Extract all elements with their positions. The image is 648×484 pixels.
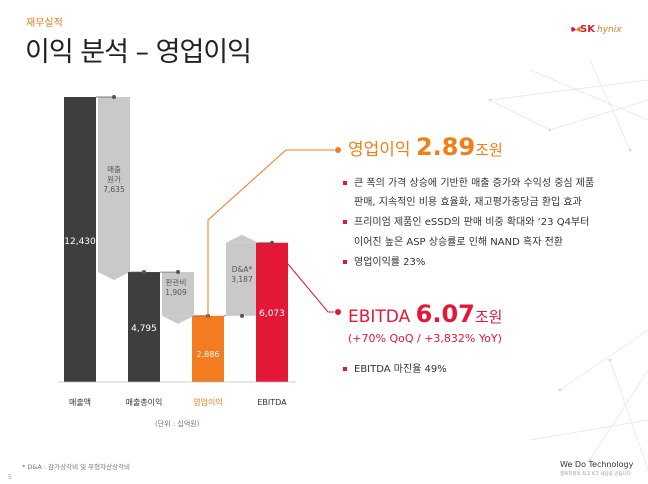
bullet-text: 판매, 지속적인 비용 효율화, 재고평가충당금 환입 효과	[354, 197, 582, 208]
ebitda-leader-line	[287, 263, 334, 313]
delta-label-4: 판관비 1,909	[165, 277, 187, 297]
delta-arrow-4	[162, 315, 194, 324]
list-item: 프리미엄 제품인 eSSD의 판매 비중 확대와 ‘23 Q4부터	[343, 215, 589, 231]
delta-label-line: 1,909	[165, 288, 187, 297]
bullet-text: EBITDA 마진율 49%	[354, 364, 447, 375]
delta-label-2: 매출 원가 7,635	[103, 164, 125, 194]
ebitda-leader-dot	[335, 309, 341, 315]
list-item: 판매, 지속적인 비용 효율화, 재고평가충당금 환입 효과	[354, 195, 582, 211]
bullet-marker	[343, 220, 347, 224]
x-tick-label-2: 매출총이익	[126, 397, 163, 407]
logo-sk-text: SK	[580, 24, 595, 35]
delta-label-6: D&A* 3,187	[231, 265, 253, 284]
bullet-marker	[343, 367, 347, 371]
bullet-marker	[343, 181, 347, 185]
delta-label-line: 판관비	[166, 277, 187, 287]
list-item: 큰 폭의 가격 상승에 기반한 매출 증가와 수익성 중심 제품	[343, 176, 594, 192]
bullet-text: 영업이익률 23%	[354, 257, 426, 268]
footnote: * D&A : 감가상각비 및 무형자산상각비	[22, 463, 131, 471]
page-title: 이익 분석 – 영업이익	[25, 37, 252, 68]
operating-profit-leader-dot	[335, 147, 341, 153]
bar-7	[256, 242, 288, 382]
connector-dot-6	[270, 240, 274, 245]
ebitda-heading: EBITDA 6.07조원	[348, 300, 502, 328]
bullet-text: 이어진 높은 ASP 상승률로 인해 NAND 흑자 전환	[354, 237, 563, 248]
x-tick-label-1: 매출액	[69, 397, 91, 407]
logo-hynix-text: hynix	[597, 25, 622, 35]
bullet-text: 큰 폭의 가격 상승에 기반한 매출 증가와 수익성 중심 제품	[354, 178, 595, 189]
delta-arrow-2	[98, 272, 130, 281]
delta-label-line: D&A*	[232, 265, 253, 274]
delta-label-line: 원가	[107, 175, 121, 184]
delta-arrow-6	[226, 234, 258, 243]
list-item: 영업이익률 23%	[343, 255, 425, 271]
connector-dot-5	[240, 313, 244, 318]
page-number: 5	[8, 474, 12, 481]
decorative-network-graphic	[488, 60, 648, 471]
delta-label-line: 매출	[107, 164, 121, 174]
chart-unit-note: (단위 : 십억원)	[155, 420, 200, 428]
ebitda-growth: (+70% QoQ / +3,832% YoY)	[348, 332, 502, 345]
operating-profit-heading: 영업이익 2.89조원	[348, 133, 503, 161]
slogan-subtext: 행복지향의 최고 ICT 세상을 만듭니다	[560, 472, 631, 477]
bar-2	[98, 97, 130, 273]
connector-dot-2	[142, 270, 146, 275]
operating-profit-leader-line	[207, 149, 334, 318]
ebitda-label: EBITDA	[348, 307, 411, 327]
list-item: 이어진 높은 ASP 상승률로 인해 NAND 흑자 전환	[354, 235, 563, 251]
ebitda-value: 6.07	[415, 300, 475, 328]
sk-hynix-logo: SK hynix	[570, 24, 632, 42]
delta-label-line: 7,635	[103, 185, 125, 194]
ebitda-unit: 조원	[474, 308, 503, 326]
bullet-text: 프리미엄 제품인 eSSD의 판매 비중 확대와 ‘23 Q4부터	[354, 217, 590, 228]
connector-dot-1	[112, 95, 116, 99]
slogan: We Do Technology	[560, 460, 634, 469]
butterfly-logo-icon	[571, 26, 581, 32]
bar-5	[192, 315, 224, 382]
x-tick-label-3: 영업이익	[193, 397, 222, 407]
bar-3	[128, 272, 160, 382]
bar-1	[64, 97, 96, 382]
connector-dot-3	[176, 270, 180, 275]
operating-profit-value: 2.89	[415, 133, 476, 161]
operating-profit-label: 영업이익	[348, 140, 411, 160]
value-label-5: 2,886	[197, 350, 220, 359]
bar-4	[162, 272, 194, 316]
value-label-1: 12,430	[64, 237, 96, 247]
section-category: 재무실적	[26, 18, 63, 29]
bar-6	[226, 242, 258, 316]
list-item: EBITDA 마진율 49%	[343, 362, 447, 378]
delta-label-line: 3,187	[231, 275, 253, 284]
bullet-marker	[343, 260, 347, 264]
value-label-7: 6,073	[259, 309, 285, 319]
operating-profit-unit: 조원	[475, 141, 503, 159]
x-tick-label-4: EBITDA	[257, 398, 287, 407]
value-label-3: 4,795	[131, 324, 157, 334]
